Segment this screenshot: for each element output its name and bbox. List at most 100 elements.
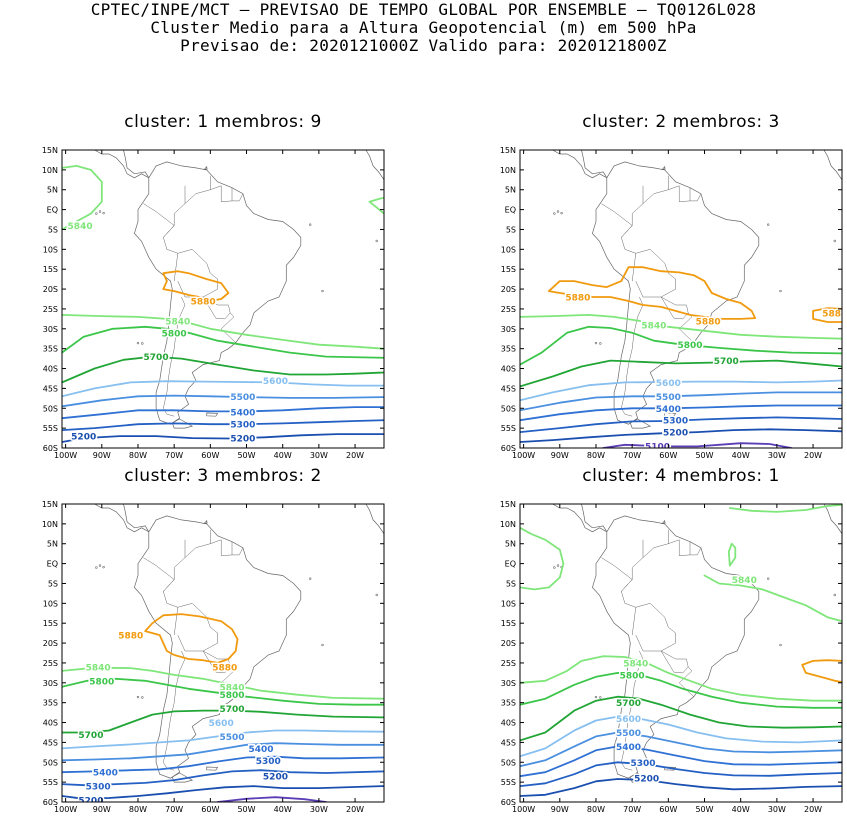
map-panel-cluster-4: cluster: 4 membros: 1 5840 5840 5800 5700 56… [458, 466, 847, 826]
map-frame [519, 503, 843, 803]
lon-label: 30W [768, 805, 786, 814]
lon-label: 50W [237, 451, 255, 460]
lat-label: 15S [501, 265, 516, 274]
lat-label: 10S [501, 599, 516, 608]
lon-label: 100W [54, 451, 77, 460]
lat-label: 35S [501, 699, 516, 708]
island [375, 239, 378, 243]
contour-label: 5700 [616, 699, 641, 709]
contour-5840 [727, 542, 737, 567]
map-layers: 5880588058405800584058005700570056005500… [62, 504, 384, 802]
island [102, 211, 105, 215]
lat-label: 25S [43, 305, 58, 314]
country-border [668, 539, 691, 556]
map-frame [519, 149, 843, 449]
contour-label: 5500 [230, 393, 255, 403]
coastline [664, 766, 677, 771]
contour-5840 [520, 314, 842, 340]
lon-label: 60W [659, 451, 677, 460]
country-border [143, 557, 175, 592]
lat-label: 5N [47, 186, 58, 195]
lon-label: 20W [346, 805, 364, 814]
lat-label: 20S [501, 285, 516, 294]
lat-label: 20S [43, 285, 58, 294]
contour-label: 5880 [565, 294, 590, 304]
lon-label: 40W [732, 805, 750, 814]
contour-5200 [520, 778, 842, 797]
island [185, 136, 190, 138]
coastline [171, 418, 194, 429]
contour-5880 [548, 266, 757, 320]
contour-5800 [520, 672, 842, 709]
lon-label: 30W [310, 805, 328, 814]
island [95, 566, 98, 569]
island [594, 341, 598, 345]
contour-5300 [62, 769, 384, 787]
lon-label: 40W [274, 451, 292, 460]
lon-label: 70W [623, 805, 641, 814]
map-cluster-2: 5880 5880 5880 5840 5800 5700 5600 5500 5400 5300… [500, 131, 843, 460]
country-border [621, 650, 644, 771]
island [556, 210, 560, 213]
lon-label: 80W [129, 805, 147, 814]
country-border [232, 547, 244, 556]
contour-label: 5600 [209, 719, 234, 729]
island [766, 577, 770, 580]
contour-5600 [520, 715, 842, 758]
lon-label: 60W [201, 805, 219, 814]
lat-label: 10N [42, 166, 58, 175]
lat-label: EQ [47, 206, 58, 215]
lat-label: 50S [43, 758, 58, 767]
coastline [592, 161, 760, 425]
island [406, 272, 408, 274]
contour-label: 5300 [256, 757, 281, 767]
contour-5880 [812, 307, 842, 323]
contour-5840 [703, 574, 842, 623]
map-background [62, 150, 384, 448]
lon-label: 40W [732, 451, 750, 460]
coastline [122, 150, 150, 178]
contour-5200 [62, 433, 384, 443]
coastline [823, 504, 842, 544]
contour-5100 [216, 796, 327, 802]
contour-5840 [728, 504, 842, 513]
lat-label: 10N [42, 520, 58, 529]
contour-5500 [62, 742, 384, 762]
contour-5840 [520, 655, 842, 702]
lat-label: 30S [43, 679, 58, 688]
lat-label: 50S [501, 404, 516, 413]
lat-label: 5N [505, 186, 516, 195]
country-border [642, 529, 669, 558]
contour-label: 5400 [248, 745, 273, 755]
panel-title: cluster: 3 membros: 2 [124, 466, 322, 486]
lat-label: 15N [42, 500, 58, 509]
island [98, 210, 102, 213]
coastline [592, 515, 760, 779]
lat-label: 45S [43, 738, 58, 747]
island [141, 342, 144, 345]
contour-5800 [62, 677, 384, 706]
island [779, 643, 782, 647]
contour-5840 [62, 666, 384, 700]
contour-5200 [520, 428, 842, 443]
figure-header: CPTEC/INPE/MCT — PREVISAO DE TEMPO GLOBA… [0, 0, 847, 55]
lat-label: 45S [501, 384, 516, 393]
lon-label: 100W [54, 805, 77, 814]
coastline [93, 150, 149, 179]
lat-label: 25S [501, 659, 516, 668]
panel-title: cluster: 4 membros: 1 [582, 466, 780, 486]
island [375, 593, 378, 597]
lat-label: 55S [43, 424, 58, 433]
island [98, 564, 102, 567]
contour-5880 [162, 270, 230, 302]
island [560, 211, 563, 215]
island [618, 131, 638, 140]
contour-5800 [62, 325, 384, 359]
island [779, 289, 782, 293]
contour-label: 5300 [630, 759, 655, 769]
contour-label: 5840 [165, 317, 190, 327]
contour-5400 [62, 406, 384, 420]
contour-label: 5500 [220, 733, 245, 743]
contour-5500 [520, 731, 842, 768]
lat-label: EQ [505, 560, 516, 569]
